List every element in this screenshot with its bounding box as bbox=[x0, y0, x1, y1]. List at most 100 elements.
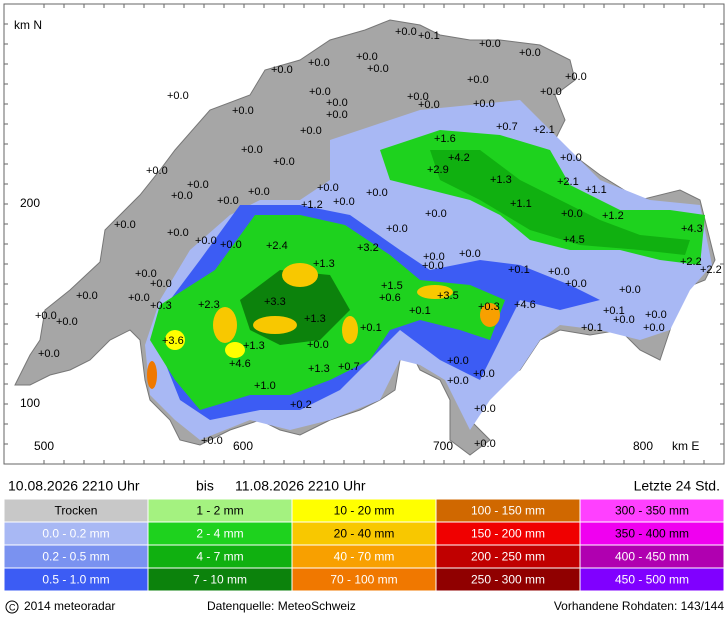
station-value: +0.0 bbox=[447, 375, 469, 387]
station-value: +0.0 bbox=[150, 278, 172, 290]
station-value: +4.3 bbox=[681, 223, 703, 235]
station-value: +0.0 bbox=[326, 109, 348, 121]
station-value: +2.1 bbox=[557, 176, 579, 188]
legend-label: 1 - 2 mm bbox=[196, 504, 243, 518]
station-value: +0.7 bbox=[496, 121, 518, 133]
station-value: +0.0 bbox=[565, 71, 587, 83]
station-value: +0.0 bbox=[114, 219, 136, 231]
legend-label: 70 - 100 mm bbox=[330, 573, 397, 587]
station-value: +1.1 bbox=[585, 184, 607, 196]
station-value: +0.0 bbox=[425, 208, 447, 220]
y-tick-label: 200 bbox=[20, 196, 40, 210]
station-value: +1.2 bbox=[301, 199, 323, 211]
station-value: +0.0 bbox=[395, 26, 417, 38]
raw-data: Vorhandene Rohdaten: 143/144 bbox=[554, 599, 724, 613]
station-value: +3.2 bbox=[357, 242, 379, 254]
station-value: +3.6 bbox=[162, 335, 184, 347]
station-value: +0.0 bbox=[613, 314, 635, 326]
station-value: +0.0 bbox=[474, 403, 496, 415]
station-value: +0.0 bbox=[560, 152, 582, 164]
station-value: +0.6 bbox=[379, 292, 401, 304]
legend-swatch bbox=[579, 567, 725, 592]
legend-label: 0.5 - 1.0 mm bbox=[42, 573, 109, 587]
station-value: +0.0 bbox=[135, 268, 157, 280]
station-value: +0.0 bbox=[201, 435, 223, 447]
station-value: +0.0 bbox=[76, 290, 98, 302]
station-value: +2.3 bbox=[198, 299, 220, 311]
station-value: +0.0 bbox=[367, 63, 389, 75]
station-value: +0.0 bbox=[386, 223, 408, 235]
period-from: 10.08.2026 2210 Uhr bbox=[8, 478, 140, 494]
station-value: +0.0 bbox=[619, 284, 641, 296]
legend-label: 40 - 70 mm bbox=[334, 550, 395, 564]
station-value: +0.0 bbox=[248, 186, 270, 198]
station-value: +0.0 bbox=[645, 309, 667, 321]
station-value: +0.0 bbox=[326, 97, 348, 109]
station-value: +0.0 bbox=[407, 91, 429, 103]
legend-label: 7 - 10 mm bbox=[193, 573, 247, 587]
station-value: +2.2 bbox=[680, 256, 702, 268]
station-value: +0.0 bbox=[273, 156, 295, 168]
station-value: +0.1 bbox=[418, 30, 440, 42]
station-value: +0.0 bbox=[167, 90, 189, 102]
copyright: 2014 meteoradar bbox=[24, 599, 115, 613]
map-ticks bbox=[4, 3, 725, 465]
legend-label: 300 - 350 mm bbox=[615, 504, 689, 518]
station-value: +1.3 bbox=[490, 174, 512, 186]
station-value: +0.0 bbox=[473, 368, 495, 380]
station-value: +0.0 bbox=[35, 310, 57, 322]
station-value: +4.6 bbox=[229, 358, 251, 370]
station-value: +0.1 bbox=[360, 322, 382, 334]
station-value: +1.0 bbox=[254, 380, 276, 392]
legend-label: 0.0 - 0.2 mm bbox=[42, 527, 109, 541]
legend-label: 350 - 400 mm bbox=[615, 527, 689, 541]
x-tick-label: 600 bbox=[233, 439, 253, 453]
station-value: +0.0 bbox=[167, 227, 189, 239]
station-value: +0.0 bbox=[146, 165, 168, 177]
period-to: 11.08.2026 2210 Uhr bbox=[235, 478, 366, 494]
station-value: +0.0 bbox=[356, 51, 378, 63]
station-value: +0.0 bbox=[271, 64, 293, 76]
station-value: +0.0 bbox=[565, 278, 587, 290]
legend-label: 250 - 300 mm bbox=[471, 573, 545, 587]
station-value: +0.0 bbox=[459, 248, 481, 260]
station-value: +0.1 bbox=[508, 264, 530, 276]
station-value: +0.0 bbox=[561, 208, 583, 220]
legend-label: 2 - 4 mm bbox=[196, 527, 243, 541]
legend-label: 400 - 450 mm bbox=[615, 550, 689, 564]
station-value: +0.0 bbox=[643, 322, 665, 334]
station-value: +1.1 bbox=[510, 198, 532, 210]
station-value: +0.3 bbox=[478, 301, 500, 313]
legend-label: 10 - 20 mm bbox=[334, 504, 395, 518]
station-value: +1.2 bbox=[602, 210, 624, 222]
station-value: +0.3 bbox=[150, 300, 172, 312]
station-value: +3.5 bbox=[437, 290, 459, 302]
station-value: +0.0 bbox=[300, 125, 322, 137]
station-value: +4.2 bbox=[448, 152, 470, 164]
x-tick-label: 700 bbox=[433, 439, 453, 453]
station-value: +0.0 bbox=[38, 348, 60, 360]
station-value: +0.0 bbox=[467, 74, 489, 86]
station-value: +0.0 bbox=[519, 47, 541, 59]
period-duration: Letzte 24 Std. bbox=[634, 478, 720, 494]
station-value: +0.0 bbox=[309, 86, 331, 98]
x-tick-label: 800 bbox=[633, 439, 653, 453]
station-value: +0.0 bbox=[128, 292, 150, 304]
station-value: +1.3 bbox=[313, 258, 335, 270]
station-value: +0.0 bbox=[548, 266, 570, 278]
legend-label: 450 - 500 mm bbox=[615, 573, 689, 587]
legend-label: 150 - 200 mm bbox=[471, 527, 545, 541]
station-value: +4.5 bbox=[563, 234, 585, 246]
station-value: +0.0 bbox=[479, 38, 501, 50]
station-value: +2.4 bbox=[266, 240, 288, 252]
station-value: +0.0 bbox=[333, 196, 355, 208]
station-value: +1.6 bbox=[434, 133, 456, 145]
legend-label: Trocken bbox=[55, 504, 98, 518]
station-value: +2.2 bbox=[700, 264, 722, 276]
station-value: +2.1 bbox=[533, 124, 555, 136]
station-value: +0.0 bbox=[418, 99, 440, 111]
station-value: +0.2 bbox=[290, 399, 312, 411]
legend-label: 200 - 250 mm bbox=[471, 550, 545, 564]
legend-label: 20 - 40 mm bbox=[334, 527, 395, 541]
copyright-c: C bbox=[9, 602, 16, 612]
